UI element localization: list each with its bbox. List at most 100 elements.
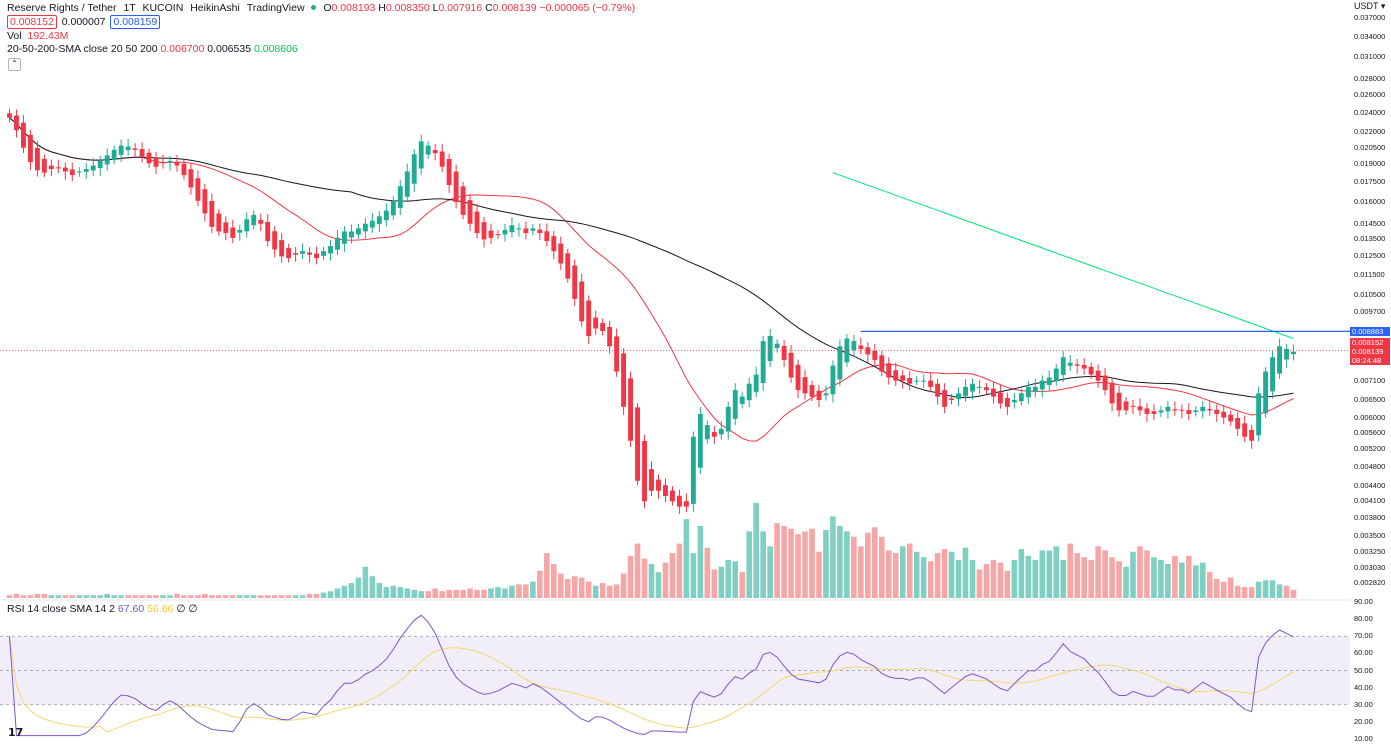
volume-bar [83,595,90,598]
candle-body [279,240,285,257]
rsi-band [0,599,1350,706]
candle-body [76,171,82,173]
volume-bar [774,523,780,598]
change-value: −0.000065 (−0.79%) [539,2,636,14]
candle-body [572,265,578,299]
candle-body [669,490,675,502]
volume-bar [732,561,739,598]
volume-bar [969,559,976,598]
volume-bar [816,551,822,598]
candle-body [132,148,138,150]
candle-body [767,335,773,362]
volume-bar [1123,566,1129,598]
trade-buttons: 0.008152 0.000007 0.008159 [7,15,161,29]
volume-bar [1046,550,1053,598]
sell-button[interactable]: 0.008152 [7,15,57,29]
rsi-legend[interactable]: RSI 14 close SMA 14 2 67.60 56.66 ∅ ∅ [7,602,198,616]
candle-body [1018,393,1024,402]
volume-bar [648,564,655,598]
volume-bar [823,530,829,598]
symbol-name[interactable]: Reserve Rights / Tether [7,2,117,14]
volume-bar [306,593,313,598]
countdown-tag: 08:24:48 [1350,356,1390,365]
candle-body [328,246,333,254]
rsi-axis-tick: 20.00 [1354,716,1373,726]
price-axis-tick: 0.003800 [1354,512,1386,522]
candle-body [439,151,445,167]
volume-bar [230,595,236,598]
volume-bar [837,525,843,598]
candle-body [621,353,627,407]
candle-body [565,253,571,279]
exchange: KUCOIN [142,2,184,14]
volume-bar [753,502,759,598]
volume-bar [320,592,327,598]
candle-body [1249,429,1255,441]
candle-body [872,350,878,360]
candle-body [886,363,892,378]
volume-bar [1269,580,1276,598]
candle-body [209,200,215,227]
candle-body [237,229,243,233]
volume-bar [620,573,627,598]
volume-bar [844,531,850,598]
price-axis-tick: 0.004100 [1354,496,1386,506]
price-axis-tick: 0.014500 [1354,218,1386,228]
tradingview-logo-icon[interactable]: 17 [8,726,24,739]
candle-body [369,220,375,228]
candle-body [907,377,913,384]
volume-bar [585,581,592,598]
price-axis-tick: 0.005200 [1354,444,1386,454]
source: TradingView [246,2,305,14]
candle-body [62,167,68,172]
volume-bar [1283,585,1290,598]
candle-body [1095,370,1101,381]
volume-bar [1227,577,1234,598]
candle-body [704,425,710,440]
volume-bar [983,564,990,598]
candle-body [1011,400,1017,403]
candle-body [551,236,557,252]
candle-body [970,383,975,392]
candle-body [1081,364,1087,369]
sma-legend[interactable]: 20-50-200-SMA close 20 50 200 0.006700 0… [7,42,298,56]
volume-bar [1255,581,1262,598]
sma50-line [9,117,1294,399]
volume-bar [1004,570,1011,598]
buy-button[interactable]: 0.008159 [110,15,161,29]
volume-bar [502,588,508,598]
volume-bar [1130,551,1136,598]
volume-bar [236,595,243,598]
candle-body [1158,410,1164,413]
sma-lines [9,117,1294,442]
volume-bar [432,588,438,598]
volume-bar [418,591,425,598]
candle-body [579,281,585,322]
candle-body [488,230,494,238]
market-status-icon[interactable] [311,5,317,11]
volume-bars [6,502,1297,598]
price-axis-tick: 0.006000 [1354,412,1386,422]
candle-body [188,169,194,188]
interval[interactable]: 1T [123,2,136,14]
candle-body [1109,382,1115,404]
candle-body [1228,414,1234,422]
volume-bar [578,577,585,598]
candle-body [1221,411,1227,418]
candle-body [984,387,989,391]
collapse-legend-icon[interactable]: ⌃ [8,58,21,71]
price-axis-tick: 0.007100 [1354,375,1386,385]
candle-body [446,159,452,185]
sma200-line [832,172,1294,339]
price-axis-tick: 0.003500 [1354,530,1386,540]
volume-bar [697,525,704,598]
volume-legend[interactable]: Vol 192.43M [7,29,68,43]
candle-body [956,393,961,400]
volume-bar [1025,555,1032,598]
candle-body [593,317,599,329]
rsi-extra-2: ∅ [188,603,198,615]
currency-selector[interactable]: USDT ▾ [1354,1,1386,11]
volume-bar [1032,559,1039,598]
candle-body [286,248,292,259]
